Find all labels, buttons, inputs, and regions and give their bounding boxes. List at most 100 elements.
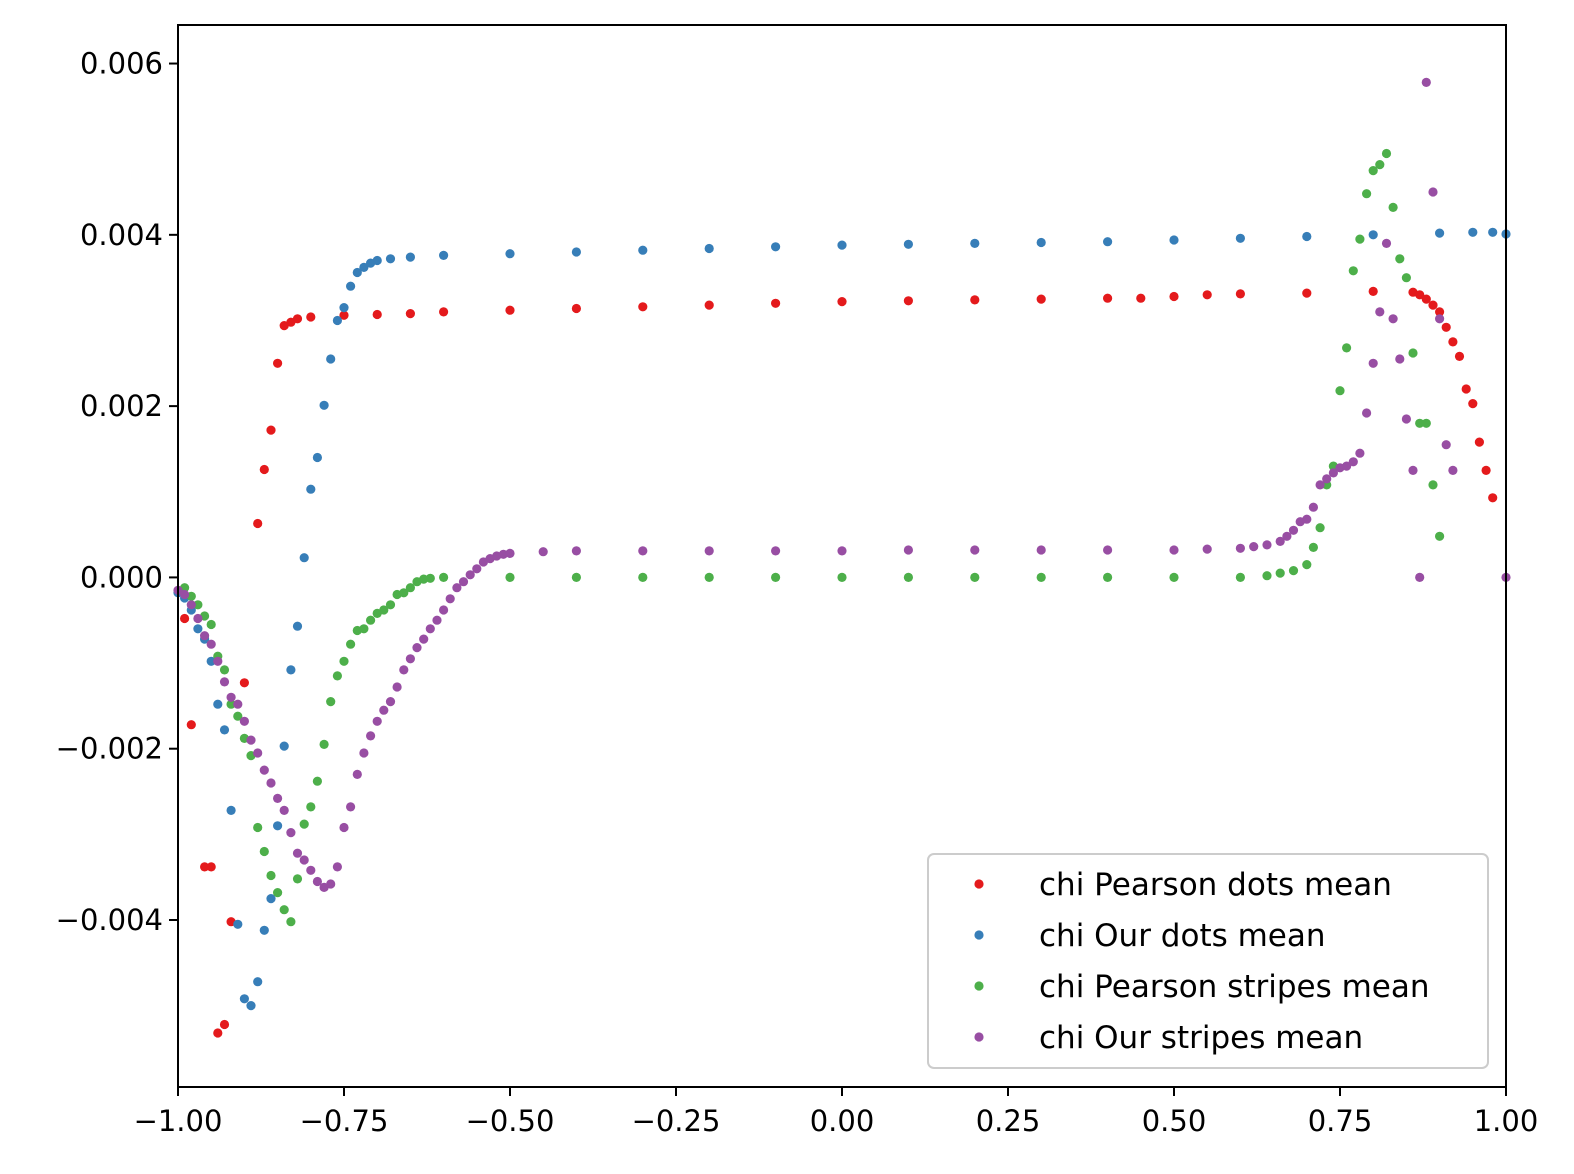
- legend-box: [927, 853, 1489, 1069]
- data-point: [292, 621, 303, 631]
- data-point: [445, 594, 455, 604]
- data-point: [1368, 230, 1378, 240]
- x-tick-label: 1.00: [1474, 1104, 1539, 1138]
- data-point: [771, 546, 781, 556]
- data-point: [1441, 322, 1451, 332]
- legend-label: chi Pearson stripes mean: [1039, 969, 1430, 1005]
- data-point: [352, 769, 362, 780]
- data-point: [226, 692, 236, 702]
- data-point: [771, 572, 781, 583]
- data-point: [704, 243, 714, 254]
- data-point: [505, 249, 515, 259]
- data-point: [1275, 536, 1285, 547]
- data-point: [1388, 202, 1398, 212]
- data-point: [399, 665, 409, 675]
- data-point: [1308, 502, 1318, 512]
- data-point: [1375, 160, 1385, 170]
- data-point: [233, 699, 243, 709]
- data-point: [1169, 291, 1179, 302]
- data-point: [1441, 440, 1451, 450]
- data-point: [292, 314, 303, 324]
- data-point: [279, 905, 289, 915]
- data-point: [771, 242, 781, 252]
- data-point: [359, 262, 369, 272]
- data-point: [1415, 418, 1425, 428]
- data-point: [259, 765, 269, 775]
- data-point: [266, 894, 276, 904]
- data-point: [1235, 572, 1245, 583]
- data-point: [1395, 354, 1405, 364]
- x-tick-label: −0.25: [632, 1104, 721, 1138]
- data-point: [299, 819, 309, 829]
- legend-marker: [974, 879, 984, 889]
- data-point: [1375, 307, 1385, 317]
- y-tick-label: −0.004: [56, 903, 163, 937]
- data-point: [1136, 293, 1146, 303]
- data-point: [253, 822, 263, 833]
- data-point: [1428, 300, 1438, 310]
- data-point: [472, 564, 482, 574]
- data-point: [213, 656, 223, 666]
- data-point: [1401, 414, 1411, 424]
- data-point: [319, 739, 329, 750]
- series-2-points: [173, 227, 1511, 1011]
- data-point: [1302, 231, 1312, 242]
- data-point: [505, 305, 515, 315]
- data-point: [1368, 166, 1378, 176]
- data-points: [173, 77, 1511, 1038]
- data-point: [339, 310, 349, 320]
- data-point: [332, 862, 342, 872]
- data-point: [1169, 235, 1179, 245]
- data-point: [206, 656, 216, 666]
- data-point: [1428, 187, 1438, 197]
- data-point: [1388, 314, 1398, 324]
- data-point: [1428, 480, 1438, 490]
- data-point: [392, 682, 402, 692]
- data-point: [425, 573, 435, 583]
- data-point: [246, 1001, 256, 1011]
- data-point: [970, 572, 980, 583]
- data-point: [1395, 254, 1405, 264]
- data-point: [571, 247, 582, 257]
- data-point: [339, 822, 349, 833]
- data-point: [970, 238, 980, 248]
- data-point: [571, 572, 582, 583]
- data-point: [346, 802, 356, 812]
- legend-label: chi Pearson dots mean: [1039, 867, 1392, 903]
- data-point: [1103, 237, 1113, 247]
- data-point: [903, 239, 914, 249]
- data-point: [206, 619, 216, 630]
- series-3-points: [180, 148, 1445, 927]
- data-point: [326, 879, 336, 889]
- data-point: [379, 705, 389, 715]
- data-point: [1448, 337, 1458, 347]
- data-point: [1235, 233, 1245, 243]
- data-point: [180, 589, 190, 600]
- data-point: [505, 548, 515, 559]
- data-point: [206, 639, 216, 649]
- data-point: [1202, 290, 1212, 300]
- data-point: [193, 600, 203, 610]
- data-point: [213, 699, 223, 709]
- data-point: [837, 546, 847, 556]
- data-point: [193, 613, 203, 624]
- legend-label: chi Our stripes mean: [1039, 1020, 1363, 1056]
- data-point: [292, 874, 303, 884]
- series-4-points: [173, 77, 1511, 893]
- data-point: [638, 546, 648, 556]
- data-point: [326, 354, 336, 364]
- data-point: [1454, 351, 1465, 361]
- data-point: [273, 888, 283, 898]
- legend-label: chi Our dots mean: [1039, 918, 1326, 954]
- data-point: [339, 303, 349, 313]
- data-point: [1342, 343, 1352, 353]
- data-point: [1368, 358, 1378, 368]
- data-point: [1308, 542, 1318, 553]
- data-point: [1362, 189, 1372, 199]
- data-point: [1302, 514, 1312, 524]
- data-point: [385, 600, 396, 610]
- data-point: [571, 546, 582, 556]
- data-point: [332, 671, 342, 681]
- data-point: [405, 583, 415, 593]
- data-point: [1474, 437, 1484, 447]
